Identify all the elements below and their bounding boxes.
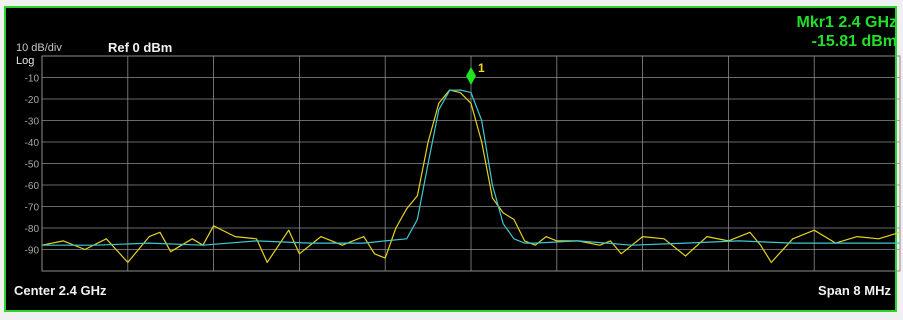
y-tick-label: -60 (25, 181, 40, 192)
scale-type-label: Log (16, 55, 35, 67)
y-tick-label: -40 (25, 138, 40, 149)
y-tick-label: -90 (25, 246, 40, 257)
marker-diamond (466, 66, 476, 85)
y-tick-label: -10 (25, 74, 40, 85)
y-axis-ticks: -10 -20 -30 -40 -50 -60 -70 -80 -90 (25, 74, 40, 257)
marker-layer: 1 (466, 61, 485, 85)
y-tick-label: -20 (25, 95, 40, 106)
trace-2 (42, 89, 900, 246)
y-tick-label: -70 (25, 203, 40, 214)
trace-layer (41, 89, 901, 263)
chart-grid (41, 55, 901, 272)
reference-level: Ref 0 dBm (108, 40, 173, 55)
y-tick-label: -30 (25, 117, 40, 128)
marker-frequency-readout: Mkr1 2.4 GHz (796, 14, 897, 31)
span-frequency: Span 8 MHz (818, 283, 891, 298)
scale-label: 10 dB/div (16, 42, 62, 54)
spectrum-display (4, 6, 897, 312)
marker-amplitude-readout: -15.81 dBm (811, 33, 897, 50)
center-frequency: Center 2.4 GHz (14, 283, 107, 298)
y-tick-label: -50 (25, 160, 40, 171)
y-tick-label: -80 (25, 224, 40, 235)
marker-number-label: 1 (478, 61, 485, 75)
